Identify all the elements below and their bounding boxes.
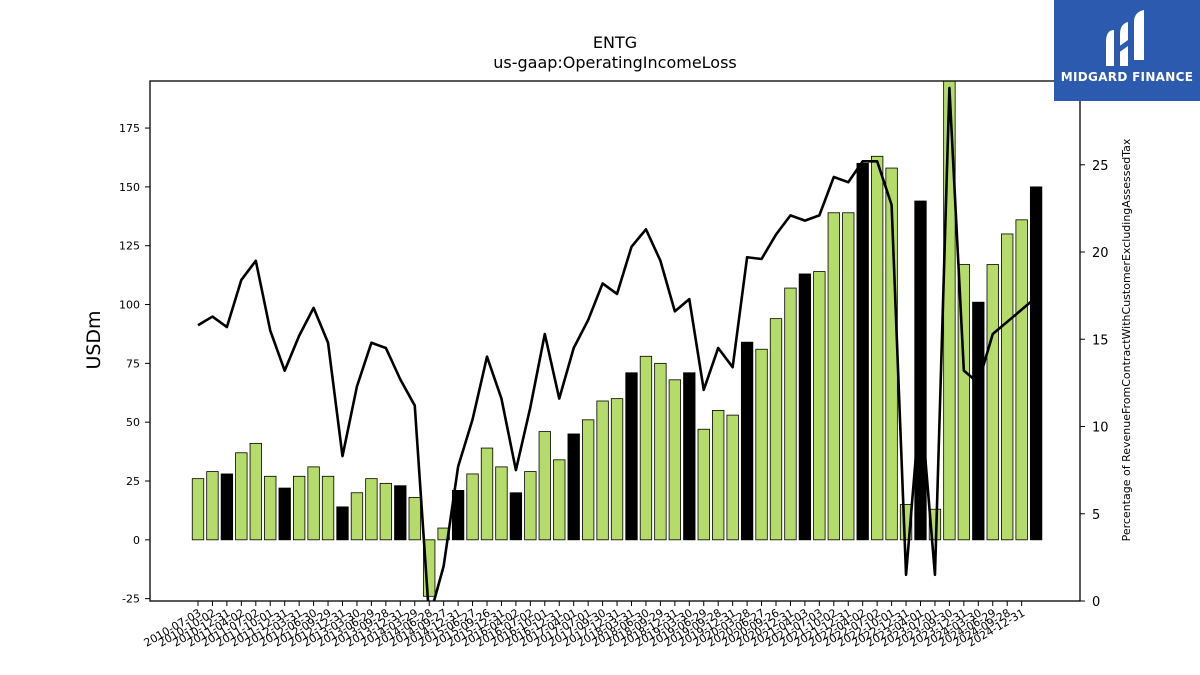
bar-53 xyxy=(957,264,970,541)
bar-12 xyxy=(365,478,378,541)
bar-0 xyxy=(191,478,205,541)
bar-41 xyxy=(784,287,797,541)
bar-20 xyxy=(480,447,494,541)
bar-23 xyxy=(524,471,537,541)
left-tick-label-6: 125 xyxy=(119,240,140,253)
bar-27 xyxy=(582,419,595,541)
bar-39 xyxy=(755,348,768,541)
bar-24 xyxy=(538,431,551,541)
bar-34 xyxy=(683,372,696,541)
bar-38 xyxy=(740,341,754,541)
bar-47 xyxy=(871,155,884,541)
bar-29 xyxy=(610,398,624,541)
brand-logo: MIDGARD FINANCE xyxy=(1054,0,1200,101)
left-tick-label-0: -25 xyxy=(122,593,140,606)
bar-49 xyxy=(899,504,913,541)
plot-frame xyxy=(149,80,1081,602)
chart-subtitle: us-gaap:OperatingIncomeLoss xyxy=(493,53,737,72)
bar-46 xyxy=(856,162,869,541)
left-tick-label-5: 100 xyxy=(119,299,140,312)
bar-36 xyxy=(712,410,725,541)
left-tick-label-1: 0 xyxy=(133,534,140,547)
bar-21 xyxy=(495,466,508,541)
right-tick-label-4: 20 xyxy=(1092,246,1109,261)
bar-37 xyxy=(726,414,739,541)
bar-44 xyxy=(827,212,840,541)
brand-name: MIDGARD FINANCE xyxy=(1060,70,1194,84)
bar-31 xyxy=(639,355,653,541)
bar-16 xyxy=(423,539,436,597)
right-tick-label-0: 0 xyxy=(1092,595,1100,610)
bar-33 xyxy=(668,379,681,541)
bar-28 xyxy=(596,400,609,541)
bar-6 xyxy=(278,487,291,541)
line-series xyxy=(197,86,1037,601)
right-tick-label-3: 15 xyxy=(1092,333,1109,348)
bar-22 xyxy=(509,492,523,541)
bar-8 xyxy=(307,466,320,541)
bar-26 xyxy=(567,433,580,541)
bar-55 xyxy=(986,264,999,541)
bar-35 xyxy=(697,428,710,541)
bar-43 xyxy=(813,271,826,541)
midgard-logo-icon xyxy=(1106,10,1144,66)
y2-axis-label: Percentage of RevenueFromContractWithCus… xyxy=(1120,138,1133,541)
left-tick-label-8: 175 xyxy=(119,122,140,135)
right-tick-label-1: 5 xyxy=(1092,508,1100,523)
bar-10 xyxy=(336,506,349,541)
bar-3 xyxy=(235,452,248,541)
left-tick-label-4: 75 xyxy=(126,357,140,370)
bar-30 xyxy=(625,372,638,541)
left-tick-label-7: 150 xyxy=(119,181,140,194)
bar-19 xyxy=(466,473,479,541)
bar-4 xyxy=(249,442,262,541)
bar-14 xyxy=(394,485,407,541)
bar-7 xyxy=(292,475,306,541)
bar-13 xyxy=(379,482,393,541)
bar-56 xyxy=(1001,233,1014,541)
bar-40 xyxy=(769,318,783,541)
left-axis-ticks: -25 0 25 50 75 100 125 150 175 xyxy=(119,122,150,606)
bar-32 xyxy=(654,362,667,541)
right-axis-ticks: 0 5 10 15 20 25 xyxy=(1080,159,1109,610)
bar-1 xyxy=(206,471,219,541)
left-tick-label-2: 25 xyxy=(126,475,140,488)
bar-25 xyxy=(553,459,566,541)
right-tick-label-2: 10 xyxy=(1092,421,1109,436)
line-path xyxy=(197,86,1037,601)
bar-11 xyxy=(350,492,364,541)
bar-series xyxy=(191,80,1043,597)
chart-title: ENTG xyxy=(593,33,637,52)
y-axis-label: USDm xyxy=(83,310,105,369)
bar-9 xyxy=(321,475,335,541)
bar-57 xyxy=(1015,219,1028,541)
x-axis-ticks: 2010-07-032010-10-022010-12-312011-04-02… xyxy=(142,601,1027,650)
bar-58 xyxy=(1029,186,1043,541)
bar-50 xyxy=(914,200,927,541)
left-tick-label-3: 50 xyxy=(126,416,140,429)
right-tick-label-5: 25 xyxy=(1092,159,1109,174)
bar-5 xyxy=(264,475,277,541)
bar-2 xyxy=(220,473,234,541)
bar-54 xyxy=(972,301,985,541)
bar-15 xyxy=(408,497,421,541)
bar-42 xyxy=(798,273,812,541)
bar-45 xyxy=(842,212,855,541)
